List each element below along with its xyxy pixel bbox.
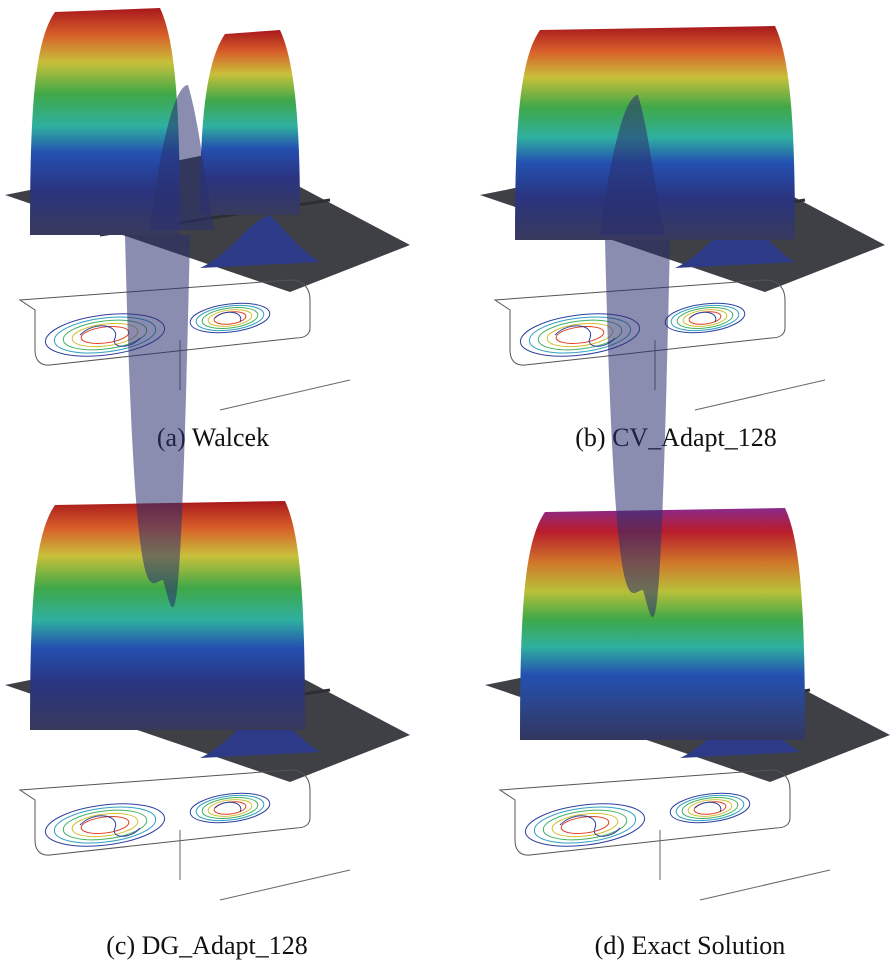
contour-spiral: [554, 325, 616, 347]
contour-line: [207, 309, 253, 327]
contour-line: [524, 803, 646, 847]
contour-line: [207, 799, 253, 817]
valley: [125, 235, 190, 608]
surface-column: [520, 508, 805, 740]
ridge: [200, 215, 320, 268]
contour-tail: [179, 830, 351, 901]
contour-tail: [654, 340, 826, 411]
ridge: [200, 705, 320, 758]
contour-line: [676, 307, 734, 329]
contour-line: [555, 326, 605, 344]
contour-line: [44, 803, 166, 847]
contour-spiral: [214, 311, 242, 323]
caption: (d) Exact Solution: [595, 931, 786, 960]
valley: [150, 85, 215, 230]
caption: (b) CV_Adapt_128: [575, 423, 776, 452]
contour-outline: [18, 769, 311, 856]
contour-line: [687, 799, 733, 817]
panel: [480, 26, 885, 411]
contour-outline: [493, 279, 786, 366]
caption: (c) DG_Adapt_128: [106, 931, 307, 960]
valley: [600, 95, 665, 235]
contour-spiral: [694, 801, 722, 813]
contour-line: [560, 816, 610, 834]
contour-tail: [179, 340, 351, 411]
contour-line: [189, 302, 271, 334]
contour-tail: [659, 830, 831, 901]
contour-line: [80, 816, 130, 834]
contour-line: [195, 794, 265, 822]
contour-line: [664, 302, 746, 334]
contour-line: [533, 806, 637, 844]
contour-line: [62, 809, 148, 841]
contour-line: [670, 304, 740, 332]
contour-line: [675, 794, 745, 822]
contour-line: [201, 797, 259, 819]
contour-outline: [18, 279, 311, 366]
surface-column: [200, 30, 300, 215]
ridge: [675, 215, 795, 268]
contour-spiral: [214, 801, 242, 813]
contour-line: [681, 797, 739, 819]
contour-line: [189, 792, 271, 824]
valley: [605, 240, 670, 618]
contour-outline: [498, 769, 791, 856]
panel: [485, 508, 890, 901]
contour-line: [682, 309, 728, 327]
contour-line: [551, 812, 619, 838]
panel: [5, 501, 410, 901]
contour-line: [53, 806, 157, 844]
contour-plot: [498, 769, 831, 901]
contour-line: [71, 812, 139, 838]
contour-spiral: [689, 311, 717, 323]
surface-column: [30, 8, 180, 235]
contour-line: [201, 307, 259, 329]
contour-line: [195, 304, 265, 332]
surface-column: [30, 501, 305, 730]
contour-plot: [18, 769, 351, 901]
contour-spiral: [79, 815, 141, 837]
contour-line: [669, 792, 751, 824]
contour-line: [542, 809, 628, 841]
surface-column: [515, 26, 795, 240]
contour-spiral: [559, 815, 621, 837]
